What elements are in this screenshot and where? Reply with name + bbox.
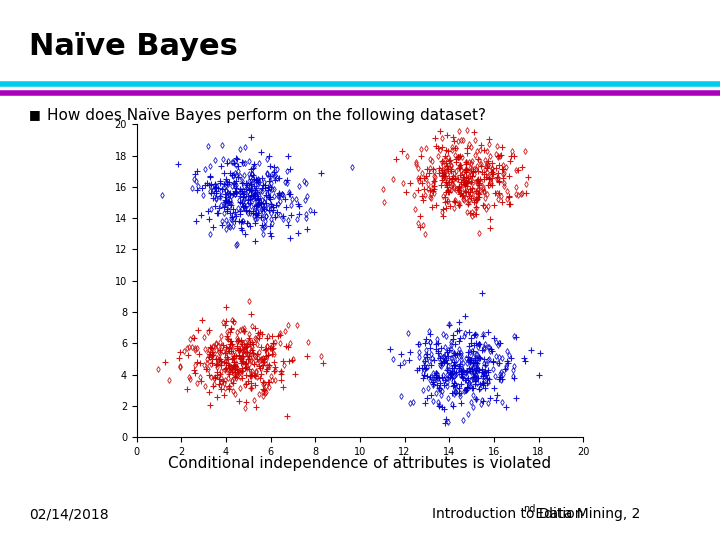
Text: Naïve Bayes: Naïve Bayes	[29, 32, 238, 62]
Text: Edition: Edition	[531, 507, 584, 521]
Text: ■: ■	[29, 108, 40, 121]
Text: 02/14/2018: 02/14/2018	[29, 507, 109, 521]
Text: nd: nd	[523, 504, 535, 514]
Text: How does Naïve Bayes perform on the following dataset?: How does Naïve Bayes perform on the foll…	[47, 108, 486, 123]
Text: Conditional independence of attributes is violated: Conditional independence of attributes i…	[168, 456, 552, 471]
Text: Introduction to Data Mining, 2: Introduction to Data Mining, 2	[432, 507, 640, 521]
